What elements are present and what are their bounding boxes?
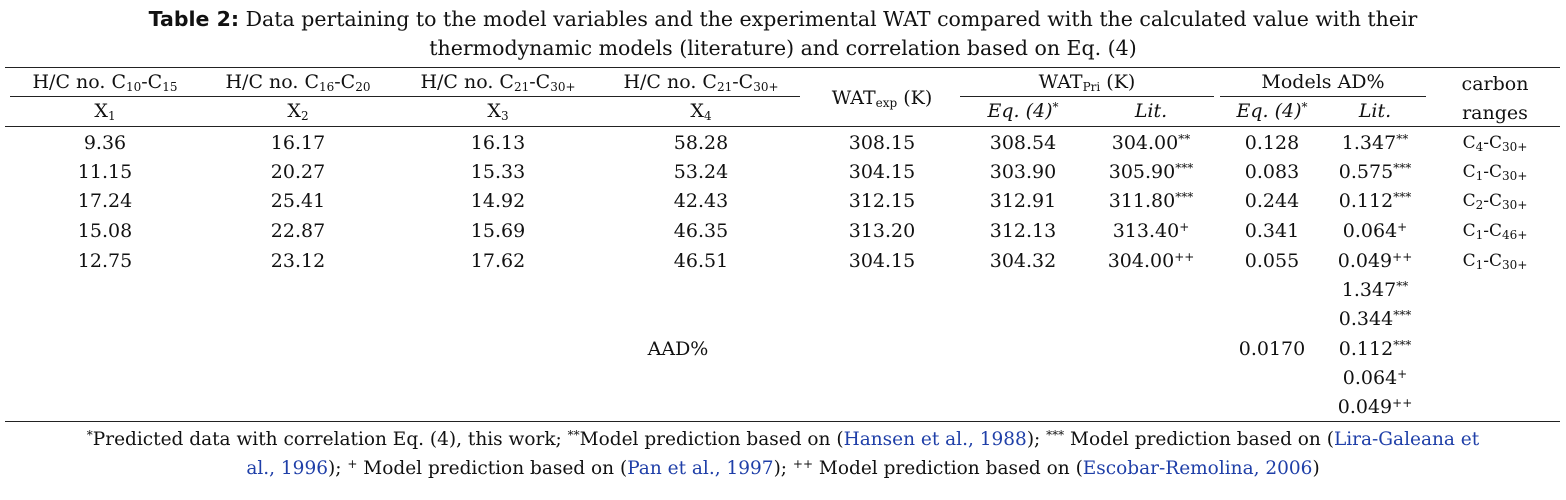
aad-lit-value: 1.347** bbox=[1341, 279, 1409, 301]
cell-x1: 11.15 bbox=[77, 161, 133, 183]
cell-wat-exp: 308.15 bbox=[848, 132, 916, 154]
aad-eq4-value: 0.0170 bbox=[1238, 338, 1306, 360]
col-header-wat-exp: WATexp (K) bbox=[831, 87, 933, 110]
cell-x4: 46.51 bbox=[673, 250, 729, 272]
aad-lit-value: 0.064+ bbox=[1342, 367, 1408, 389]
cell-wat-lit: 311.80*** bbox=[1108, 190, 1194, 212]
cell-wat-exp: 312.15 bbox=[848, 190, 916, 212]
cell-x4: 42.43 bbox=[673, 190, 729, 212]
cell-x4: 53.24 bbox=[673, 161, 729, 183]
cell-x1: 17.24 bbox=[77, 190, 133, 212]
cell-wat-exp: 304.15 bbox=[848, 250, 916, 272]
col-subheader-ad-eq4: Eq. (4)* bbox=[1236, 100, 1308, 122]
col-header-models-ad: Models AD% bbox=[1261, 71, 1385, 93]
cell-wat-exp: 304.15 bbox=[848, 161, 916, 183]
col-header-carbon: carbon bbox=[1461, 73, 1529, 95]
header-underline-watpri bbox=[960, 96, 1214, 97]
cell-wat-lit: 305.90*** bbox=[1108, 161, 1194, 183]
col-subheader-x4: X4 bbox=[690, 100, 712, 123]
cell-carbon-range: C2-C30+ bbox=[1462, 191, 1528, 212]
cell-x3: 15.33 bbox=[470, 161, 526, 183]
cell-x1: 12.75 bbox=[77, 250, 133, 272]
cell-x3: 15.69 bbox=[470, 220, 526, 242]
cell-ad-eq4: 0.244 bbox=[1244, 190, 1300, 212]
col-header-c16-c20: H/C no. C16-C20 bbox=[225, 71, 371, 94]
citation-link[interactable]: Pan et al., 1997 bbox=[627, 458, 774, 479]
cell-carbon-range: C1-C46+ bbox=[1462, 221, 1528, 242]
col-header-c10-c15: H/C no. C10-C15 bbox=[32, 71, 178, 94]
table-footnote-line1: *Predicted data with correlation Eq. (4)… bbox=[86, 428, 1480, 450]
table-caption-line2: thermodynamic models (literature) and co… bbox=[429, 36, 1137, 60]
aad-lit-value: 0.344*** bbox=[1338, 308, 1412, 330]
cell-wat-lit: 304.00** bbox=[1111, 132, 1191, 154]
cell-ad-lit: 1.347** bbox=[1341, 132, 1409, 154]
cell-ad-eq4: 0.055 bbox=[1244, 250, 1300, 272]
col-subheader-ad-lit: Lit. bbox=[1358, 100, 1392, 122]
table-caption-line1: Table 2: Data pertaining to the model va… bbox=[0, 5, 1566, 34]
cell-carbon-range: C1-C30+ bbox=[1462, 251, 1528, 272]
cell-wat-eq4: 312.13 bbox=[989, 220, 1057, 242]
cell-x2: 16.17 bbox=[270, 132, 326, 154]
citation-link[interactable]: Escobar-Remolina, 2006 bbox=[1082, 458, 1313, 479]
aad-label: AAD% bbox=[647, 338, 709, 360]
cell-ad-lit: 0.064+ bbox=[1342, 220, 1408, 242]
cell-ad-eq4: 0.083 bbox=[1244, 161, 1300, 183]
table-label: Table 2: bbox=[148, 7, 240, 31]
citation-link[interactable]: Hansen et al., 1988 bbox=[843, 429, 1027, 450]
cell-wat-lit: 313.40+ bbox=[1112, 220, 1190, 242]
cell-x3: 17.62 bbox=[470, 250, 526, 272]
cell-ad-eq4: 0.128 bbox=[1244, 132, 1300, 154]
cell-ad-eq4: 0.341 bbox=[1244, 220, 1300, 242]
col-subheader-lit: Lit. bbox=[1134, 100, 1168, 122]
cell-wat-eq4: 304.32 bbox=[989, 250, 1057, 272]
cell-ad-lit: 0.112*** bbox=[1338, 190, 1412, 212]
cell-wat-eq4: 312.91 bbox=[989, 190, 1057, 212]
cell-wat-eq4: 308.54 bbox=[989, 132, 1057, 154]
cell-x4: 46.35 bbox=[673, 220, 729, 242]
cell-carbon-range: C4-C30+ bbox=[1462, 133, 1528, 154]
cell-x1: 15.08 bbox=[77, 220, 133, 242]
cell-ad-lit: 0.575*** bbox=[1338, 161, 1412, 183]
cell-wat-eq4: 303.90 bbox=[989, 161, 1057, 183]
col-subheader-x3: X3 bbox=[487, 100, 509, 123]
header-rule bbox=[5, 126, 1560, 127]
col-header-ranges: ranges bbox=[1462, 102, 1528, 124]
col-header-wat-pri: WATPri (K) bbox=[1038, 71, 1136, 94]
cell-x3: 16.13 bbox=[470, 132, 526, 154]
aad-lit-value: 0.049++ bbox=[1337, 396, 1413, 418]
cell-x2: 22.87 bbox=[270, 220, 326, 242]
cell-carbon-range: C1-C30+ bbox=[1462, 162, 1528, 183]
citation-link[interactable]: Lira-Galeana et bbox=[1333, 429, 1480, 450]
cell-x2: 20.27 bbox=[270, 161, 326, 183]
header-underline-x bbox=[10, 96, 800, 97]
col-subheader-eq4: Eq. (4)* bbox=[987, 100, 1059, 122]
col-header-c21-c30-a: H/C no. C21-C30+ bbox=[420, 71, 576, 94]
cell-x3: 14.92 bbox=[470, 190, 526, 212]
col-header-c21-c30-b: H/C no. C21-C30+ bbox=[623, 71, 779, 94]
col-subheader-x2: X2 bbox=[287, 100, 309, 123]
table-footnote-line2: al., 1996); + Model prediction based on … bbox=[246, 457, 1320, 479]
top-rule bbox=[5, 67, 1560, 68]
citation-link[interactable]: al., 1996 bbox=[246, 458, 328, 479]
cell-wat-exp: 313.20 bbox=[848, 220, 916, 242]
col-subheader-x1: X1 bbox=[94, 100, 116, 123]
cell-x2: 25.41 bbox=[270, 190, 326, 212]
cell-ad-lit: 0.049++ bbox=[1337, 250, 1413, 272]
cell-x1: 9.36 bbox=[83, 132, 127, 154]
cell-x2: 23.12 bbox=[270, 250, 326, 272]
header-underline-models bbox=[1220, 96, 1426, 97]
caption-text-1: Data pertaining to the model variables a… bbox=[239, 7, 1418, 31]
aad-lit-value: 0.112*** bbox=[1338, 338, 1412, 360]
cell-x4: 58.28 bbox=[673, 132, 729, 154]
cell-wat-lit: 304.00++ bbox=[1107, 250, 1195, 272]
bottom-rule bbox=[5, 421, 1560, 422]
